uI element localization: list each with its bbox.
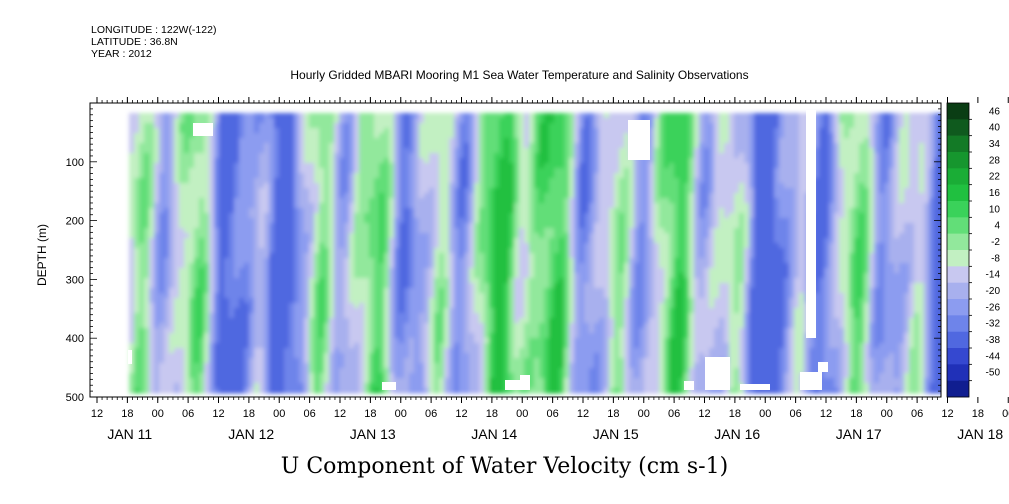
colorbar-level-label: 16 bbox=[989, 188, 1001, 199]
colorbar-level-label: 34 bbox=[989, 139, 1001, 150]
x-hour-tick-label: 12 bbox=[334, 408, 346, 420]
latitude-label: LATITUDE : 36.8N bbox=[91, 36, 178, 48]
colorbar-swatch bbox=[947, 315, 969, 332]
colorbar-level-label: -38 bbox=[986, 335, 1001, 346]
x-hour-tick-label: 18 bbox=[729, 408, 741, 420]
x-hour-tick-label: 12 bbox=[212, 408, 224, 420]
colorbar-swatch bbox=[947, 380, 969, 398]
colorbar-level-label: 46 bbox=[989, 106, 1001, 117]
x-day-label: JAN 14 bbox=[471, 426, 517, 442]
longitude-label: LONGITUDE : 122W(-122) bbox=[91, 24, 217, 36]
x-hour-tick-label: 00 bbox=[759, 408, 771, 420]
x-axis-label: U Component of Water Velocity (cm s-1) bbox=[280, 454, 729, 479]
colorbar-level-label: 10 bbox=[989, 204, 1001, 215]
y-tick-label: 400 bbox=[66, 333, 84, 345]
x-hour-tick-label: 06 bbox=[547, 408, 559, 420]
colorbar-swatch bbox=[947, 364, 969, 381]
colorbar-swatch bbox=[947, 119, 969, 136]
y-tick-label: 100 bbox=[66, 157, 84, 169]
y-axis-label: DEPTH (m) bbox=[35, 224, 49, 286]
x-hour-tick-label: 18 bbox=[850, 408, 862, 420]
year-label: YEAR : 2012 bbox=[91, 48, 152, 60]
y-tick-label: 200 bbox=[66, 216, 84, 228]
x-day-label: JAN 12 bbox=[228, 426, 274, 442]
colorbar-level-label: -20 bbox=[986, 286, 1001, 297]
x-hour-tick-label: 18 bbox=[972, 408, 984, 420]
y-tick-label: 500 bbox=[66, 392, 84, 404]
x-hour-tick-label: 12 bbox=[941, 408, 953, 420]
x-hour-tick-label: 12 bbox=[577, 408, 589, 420]
colorbar-level-label: -50 bbox=[986, 368, 1001, 379]
colorbar-swatch bbox=[947, 217, 969, 234]
colorbar-swatch bbox=[947, 152, 969, 169]
colorbar-swatch bbox=[947, 282, 969, 300]
x-hour-tick-label: 12 bbox=[455, 408, 467, 420]
x-hour-tick-label: 06 bbox=[182, 408, 194, 420]
x-hour-tick-label: 00 bbox=[1002, 408, 1009, 420]
colorbar-swatch bbox=[947, 348, 969, 365]
y-tick-label: 300 bbox=[66, 274, 84, 286]
x-day-label: JAN 15 bbox=[593, 426, 639, 442]
colorbar-level-label: 40 bbox=[989, 123, 1001, 134]
colorbar-swatch bbox=[947, 331, 969, 349]
x-hour-tick-label: 18 bbox=[364, 408, 376, 420]
x-hour-tick-label: 00 bbox=[881, 408, 893, 420]
x-axis-ticks: 12 18 00 06 12 18 00 06 12 18 00 06 12 18 00 06 12 18 00 06… bbox=[91, 97, 1009, 442]
colorbar-level-label: -26 bbox=[986, 302, 1001, 313]
x-hour-tick-label: 12 bbox=[698, 408, 710, 420]
colorbar-level-label: 28 bbox=[989, 155, 1001, 166]
x-hour-tick-label: 06 bbox=[790, 408, 802, 420]
x-hour-tick-label: 18 bbox=[486, 408, 498, 420]
heatmap-field bbox=[129, 113, 941, 394]
x-hour-tick-label: 00 bbox=[638, 408, 650, 420]
colorbar-swatch bbox=[947, 168, 969, 185]
x-hour-tick-label: 00 bbox=[152, 408, 164, 420]
x-day-label: JAN 17 bbox=[836, 426, 882, 442]
x-hour-tick-label: 18 bbox=[607, 408, 619, 420]
colorbar-level-label: -14 bbox=[986, 270, 1001, 281]
x-hour-tick-label: 00 bbox=[395, 408, 407, 420]
x-day-label: JAN 11 bbox=[107, 426, 152, 442]
x-day-label: JAN 13 bbox=[350, 426, 396, 442]
colorbar-level-label: -44 bbox=[986, 351, 1001, 362]
colorbar-level-label: -32 bbox=[986, 319, 1001, 330]
x-hour-tick-label: 06 bbox=[668, 408, 680, 420]
colorbar-level-label: 22 bbox=[989, 172, 1001, 183]
x-hour-tick-label: 12 bbox=[820, 408, 832, 420]
x-hour-tick-label: 06 bbox=[911, 408, 923, 420]
missing-data-gaps bbox=[128, 110, 828, 390]
x-hour-tick-label: 12 bbox=[91, 408, 103, 420]
colorbar: 46 40 34 28 22 16 10 4 -2 -8 -14 -20 -26 -32 -38 -44 -50 bbox=[946, 102, 1001, 398]
chart-title: Hourly Gridded MBARI Mooring M1 Sea Wate… bbox=[290, 68, 749, 82]
colorbar-swatch bbox=[947, 184, 969, 202]
y-axis-ticks: 100 200 300 400 500 bbox=[66, 102, 941, 404]
x-hour-tick-label: 06 bbox=[304, 408, 316, 420]
colorbar-swatch bbox=[947, 250, 969, 267]
x-hour-tick-label: 06 bbox=[425, 408, 437, 420]
x-day-label: JAN 16 bbox=[714, 426, 760, 442]
colorbar-swatch bbox=[947, 299, 969, 316]
x-hour-tick-label: 18 bbox=[121, 408, 133, 420]
colorbar-swatch bbox=[947, 233, 969, 251]
colorbar-swatch bbox=[947, 266, 969, 283]
colorbar-swatch bbox=[947, 103, 969, 120]
x-day-label: JAN 18 bbox=[957, 426, 1003, 442]
colorbar-level-label: 4 bbox=[994, 221, 1000, 232]
x-hour-tick-label: 00 bbox=[273, 408, 285, 420]
colorbar-level-label: -8 bbox=[991, 253, 1000, 264]
colorbar-swatch bbox=[947, 135, 969, 153]
x-hour-tick-label: 18 bbox=[243, 408, 255, 420]
colorbar-level-label: -2 bbox=[991, 237, 1000, 248]
x-hour-tick-label: 00 bbox=[516, 408, 528, 420]
colorbar-swatch bbox=[947, 201, 969, 218]
